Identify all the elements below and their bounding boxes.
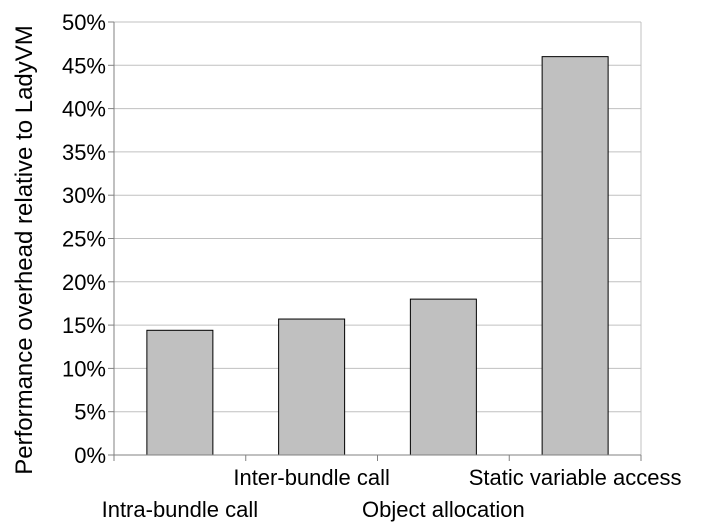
x-tick-label: Static variable access <box>469 465 682 490</box>
x-tick-label: Intra-bundle call <box>102 497 259 522</box>
y-tick-label: 45% <box>62 53 106 78</box>
y-tick-label: 5% <box>74 400 106 425</box>
y-tick-label: 10% <box>62 356 106 381</box>
y-tick-label: 50% <box>62 10 106 35</box>
x-tick-label: Inter-bundle call <box>233 465 390 490</box>
y-tick-label: 15% <box>62 313 106 338</box>
bar <box>146 329 214 456</box>
y-tick-label: 20% <box>62 270 106 295</box>
y-tick-label: 40% <box>62 97 106 122</box>
y-axis-label: Performance overhead relative to LadyVM <box>11 25 38 475</box>
y-tick-label: 30% <box>62 183 106 208</box>
y-tick-label: 35% <box>62 140 106 165</box>
y-tick-label: 0% <box>74 443 106 468</box>
x-tick-label: Object allocation <box>362 497 525 522</box>
y-tick-label: 25% <box>62 227 106 252</box>
bar <box>409 298 477 456</box>
bar <box>541 56 609 456</box>
bar <box>278 318 346 456</box>
